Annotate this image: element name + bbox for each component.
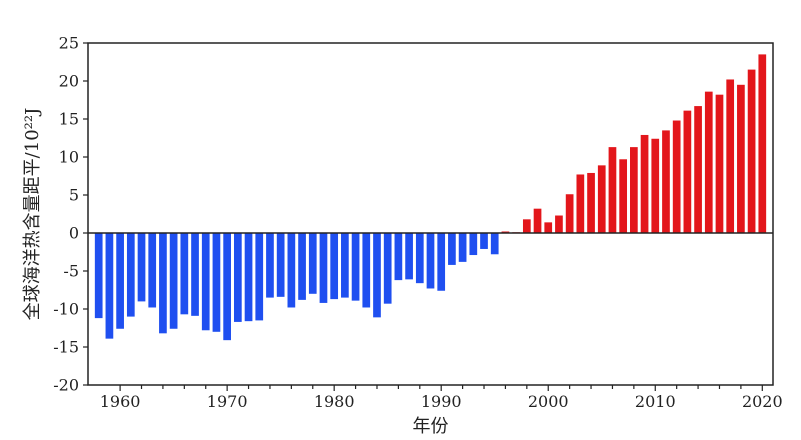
x-tick-label: 2020 (742, 392, 783, 411)
x-tick-label: 1980 (314, 392, 355, 411)
bar-2006 (608, 147, 617, 233)
bar-2019 (747, 69, 756, 233)
bar-2014 (694, 106, 702, 233)
bar-1975 (276, 233, 285, 297)
bar-1969 (212, 233, 221, 332)
bar-1970 (223, 233, 231, 341)
x-tick-label: 2010 (635, 392, 676, 411)
bar-1998 (522, 219, 531, 233)
bar-2000 (544, 222, 553, 233)
bar-2008 (630, 147, 638, 233)
bar-1992 (458, 233, 467, 262)
bar-2020 (758, 54, 767, 234)
bar-1987 (405, 233, 413, 280)
bar-1971 (233, 233, 242, 322)
y-tick-label: 25 (59, 34, 79, 53)
x-axis-title: 年份 (413, 416, 449, 437)
bar-1976 (287, 233, 296, 308)
bar-1965 (169, 233, 178, 329)
bar-1986 (394, 233, 403, 281)
bar-2005 (597, 165, 606, 233)
bar-1966 (180, 233, 189, 315)
y-tick-label: -15 (53, 338, 79, 357)
y-tick-label: 0 (69, 224, 79, 243)
bar-1993 (469, 233, 478, 256)
bar-1996 (501, 231, 510, 233)
bar-1978 (308, 233, 317, 294)
bar-1959 (105, 233, 114, 339)
bar-2012 (672, 120, 681, 233)
bar-1964 (159, 233, 167, 334)
bar-2001 (555, 215, 563, 233)
x-tick-label: 2000 (528, 392, 569, 411)
bar-2017 (726, 79, 735, 233)
bar-1974 (266, 233, 274, 298)
bar-1981 (341, 233, 349, 298)
x-tick-label: 1960 (100, 392, 141, 411)
bar-2011 (662, 130, 670, 233)
bar-1962 (137, 233, 146, 302)
bar-2018 (737, 84, 745, 233)
bar-2007 (619, 159, 628, 233)
bar-1979 (319, 233, 328, 303)
bar-1985 (383, 233, 392, 304)
bar-1977 (298, 233, 306, 300)
bar-2002 (565, 194, 574, 233)
x-tick-label: 1970 (207, 392, 248, 411)
bar-1960 (116, 233, 124, 329)
bar-1983 (362, 233, 371, 308)
bar-1991 (448, 233, 456, 265)
bar-2015 (704, 91, 713, 233)
bar-1972 (244, 233, 253, 322)
bar-1982 (351, 233, 360, 301)
bar-1995 (490, 233, 499, 255)
y-tick-label: 5 (69, 186, 79, 205)
bar-1980 (330, 233, 339, 300)
bar-1994 (480, 233, 488, 249)
bar-2009 (640, 134, 649, 233)
bar-2010 (651, 138, 660, 233)
bars-group (94, 54, 767, 341)
y-tick-label: 10 (59, 148, 79, 167)
bar-1968 (201, 233, 210, 331)
y-tick-label: 20 (59, 72, 79, 91)
y-tick-label: -20 (53, 376, 79, 395)
y-axis: -20 -15 -10 -5 0 5 10 15 20 25 (53, 34, 88, 395)
bar-1967 (191, 233, 199, 316)
bar-2013 (683, 110, 692, 233)
bar-2004 (587, 172, 595, 233)
bar-1984 (373, 233, 381, 318)
y-tick-label: 15 (59, 110, 79, 129)
bar-2003 (576, 174, 585, 233)
bar-1958 (94, 233, 103, 319)
bar-1989 (426, 233, 435, 289)
bar-1999 (533, 208, 542, 233)
y-tick-label: -10 (53, 300, 79, 319)
x-axis: 1960 1970 1980 1990 2000 2010 2020 (100, 385, 783, 411)
y-tick-label: -5 (63, 262, 79, 281)
bar-1963 (148, 233, 157, 308)
y-axis-title: 全球海洋热含量距平/10²²J (22, 108, 43, 321)
bar-1961 (126, 233, 135, 317)
bar-1990 (437, 233, 446, 291)
bar-2016 (715, 94, 724, 234)
bar-1973 (255, 233, 264, 321)
x-tick-label: 1990 (421, 392, 462, 411)
plot-frame (87, 42, 774, 386)
bar-1988 (415, 233, 424, 284)
